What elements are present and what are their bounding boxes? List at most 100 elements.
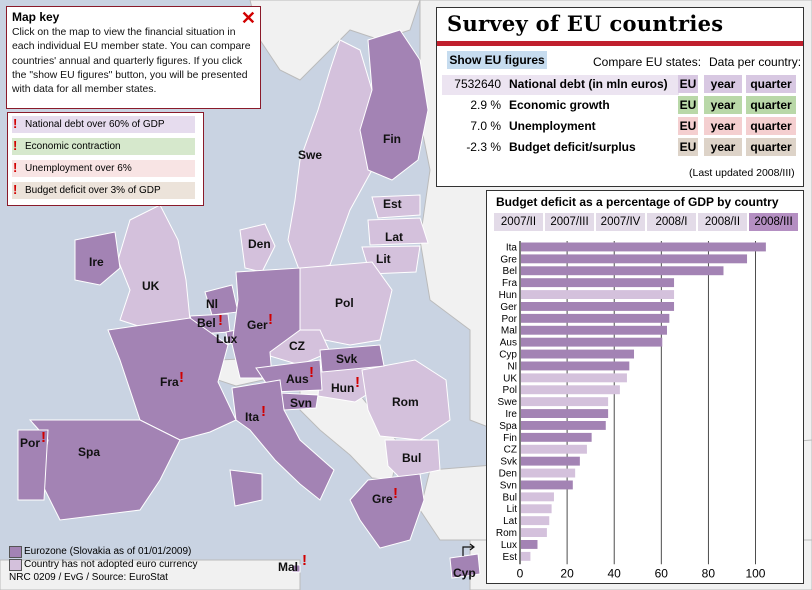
bar-mal[interactable] bbox=[521, 325, 667, 335]
close-icon[interactable]: ✕ bbox=[240, 8, 256, 28]
map-country-finland[interactable] bbox=[359, 29, 429, 181]
bar-est[interactable] bbox=[521, 551, 531, 561]
survey-row-value: -2.3 % bbox=[466, 140, 501, 154]
x-tick-label: 80 bbox=[702, 566, 716, 580]
category-label: CZ bbox=[504, 445, 517, 456]
tab-period[interactable]: 2007/III bbox=[545, 213, 594, 231]
map-country-portugal[interactable] bbox=[17, 429, 49, 501]
data-per-country-label: Data per country: bbox=[709, 55, 802, 69]
show-eu-figures-button[interactable]: Show EU figures bbox=[447, 51, 547, 69]
bar-por[interactable] bbox=[521, 313, 670, 323]
bar-fra[interactable] bbox=[521, 278, 675, 288]
legend-item-unemployment: ! Unemployment over 6% bbox=[12, 160, 195, 177]
label-cyp[interactable]: Cyp bbox=[453, 566, 476, 580]
bar-gre[interactable] bbox=[521, 254, 748, 264]
label-gre[interactable]: Gre bbox=[372, 492, 393, 506]
map-country-slovakia[interactable] bbox=[319, 344, 385, 373]
bar-spa[interactable] bbox=[521, 421, 606, 430]
eu-compare-button[interactable]: EU bbox=[678, 117, 698, 135]
label-ire[interactable]: Ire bbox=[89, 255, 104, 269]
bar-lat[interactable] bbox=[521, 516, 550, 526]
tab-period[interactable]: 2008/III bbox=[749, 213, 798, 231]
label-fin[interactable]: Fin bbox=[383, 132, 401, 146]
label-ger[interactable]: Ger bbox=[247, 318, 268, 332]
label-uk[interactable]: UK bbox=[142, 279, 160, 293]
map-country-greece[interactable] bbox=[349, 473, 425, 549]
map-country-malta[interactable] bbox=[291, 564, 301, 573]
legend-item-label: Economic contraction bbox=[25, 141, 121, 152]
label-pol[interactable]: Pol bbox=[335, 296, 354, 310]
eu-compare-button[interactable]: EU bbox=[678, 75, 698, 93]
bar-aus[interactable] bbox=[521, 337, 663, 347]
warning-icon: ! bbox=[261, 403, 266, 420]
map-country-denmark[interactable] bbox=[239, 223, 276, 273]
bar-rom[interactable] bbox=[521, 528, 547, 537]
bar-ita[interactable] bbox=[521, 242, 766, 252]
bar-hun[interactable] bbox=[521, 290, 675, 299]
label-svk[interactable]: Svk bbox=[336, 352, 358, 366]
bar-ger[interactable] bbox=[521, 302, 675, 311]
label-svn[interactable]: Svn bbox=[290, 396, 313, 410]
label-por[interactable]: Por bbox=[20, 436, 41, 450]
bar-svn[interactable] bbox=[521, 480, 573, 490]
label-hun[interactable]: Hun bbox=[331, 381, 355, 395]
survey-row-label: Budget deficit/surplus bbox=[509, 140, 636, 154]
quarter-button[interactable]: quarter bbox=[746, 75, 796, 93]
bar-nl[interactable] bbox=[521, 361, 630, 371]
label-ita[interactable]: Ita bbox=[245, 410, 260, 424]
map-country-cyprus[interactable] bbox=[449, 553, 481, 579]
bar-swe[interactable] bbox=[521, 397, 609, 407]
label-est[interactable]: Est bbox=[383, 197, 402, 211]
eu-compare-button[interactable]: EU bbox=[678, 138, 698, 156]
bar-fin[interactable] bbox=[521, 432, 592, 442]
label-bul[interactable]: Bul bbox=[402, 451, 422, 465]
map-country-france[interactable] bbox=[107, 317, 237, 441]
quarter-button[interactable]: quarter bbox=[746, 138, 796, 156]
map-country-estonia[interactable] bbox=[371, 194, 421, 219]
label-spa[interactable]: Spa bbox=[78, 445, 101, 459]
year-button[interactable]: year bbox=[704, 138, 742, 156]
label-lux[interactable]: Lux bbox=[216, 332, 238, 346]
x-tick-label: 100 bbox=[745, 566, 765, 580]
x-tick-label: 40 bbox=[608, 566, 622, 580]
bar-bel[interactable] bbox=[521, 266, 724, 276]
quarter-button[interactable]: quarter bbox=[746, 117, 796, 135]
bar-ire[interactable] bbox=[521, 409, 609, 418]
eu-compare-button[interactable]: EU bbox=[678, 96, 698, 114]
label-rom[interactable]: Rom bbox=[392, 395, 419, 409]
year-button[interactable]: year bbox=[704, 117, 742, 135]
tab-period[interactable]: 2007/IV bbox=[596, 213, 645, 231]
bar-bul[interactable] bbox=[521, 492, 554, 502]
bar-cz[interactable] bbox=[521, 444, 587, 454]
map-country-latvia[interactable] bbox=[367, 217, 429, 246]
bar-lit[interactable] bbox=[521, 504, 552, 514]
label-fra[interactable]: Fra bbox=[160, 375, 179, 389]
bar-den[interactable] bbox=[521, 468, 576, 478]
label-lit[interactable]: Lit bbox=[376, 252, 391, 266]
tab-period[interactable]: 2007/II bbox=[494, 213, 543, 231]
map-country-ireland[interactable] bbox=[74, 231, 121, 286]
source-note: NRC 0209 / EvG / Source: EuroStat bbox=[9, 572, 168, 583]
label-bel[interactable]: Bel bbox=[197, 316, 216, 330]
label-mal[interactable]: Mal bbox=[278, 560, 299, 574]
bar-pol[interactable] bbox=[521, 385, 620, 395]
map-country-romania[interactable] bbox=[361, 359, 451, 441]
tab-period[interactable]: 2008/I bbox=[647, 213, 696, 231]
label-cz[interactable]: CZ bbox=[289, 339, 305, 353]
label-nl[interactable]: Nl bbox=[206, 297, 218, 311]
year-button[interactable]: year bbox=[704, 96, 742, 114]
bar-lux[interactable] bbox=[521, 540, 538, 549]
label-lat[interactable]: Lat bbox=[385, 230, 403, 244]
label-den[interactable]: Den bbox=[248, 237, 271, 251]
survey-title: Survey of EU countries bbox=[447, 11, 724, 36]
map-country-italy[interactable] bbox=[229, 379, 335, 507]
label-swe[interactable]: Swe bbox=[298, 148, 323, 162]
bar-svk[interactable] bbox=[521, 456, 580, 466]
quarter-button[interactable]: quarter bbox=[746, 96, 796, 114]
bar-cyp[interactable] bbox=[521, 349, 635, 359]
label-aus[interactable]: Aus bbox=[286, 372, 309, 386]
category-label: Pol bbox=[503, 385, 517, 396]
year-button[interactable]: year bbox=[704, 75, 742, 93]
tab-period[interactable]: 2008/II bbox=[698, 213, 747, 231]
bar-uk[interactable] bbox=[521, 373, 627, 383]
